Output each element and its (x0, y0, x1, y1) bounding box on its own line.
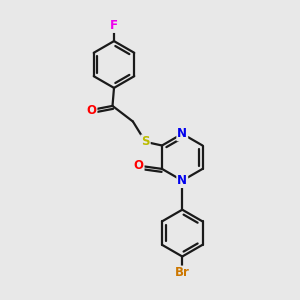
Text: S: S (141, 135, 150, 148)
Text: N: N (177, 127, 187, 140)
Text: N: N (177, 174, 187, 187)
Text: F: F (110, 19, 118, 32)
Text: O: O (134, 159, 144, 172)
Text: O: O (86, 104, 97, 117)
Text: Br: Br (175, 266, 190, 280)
